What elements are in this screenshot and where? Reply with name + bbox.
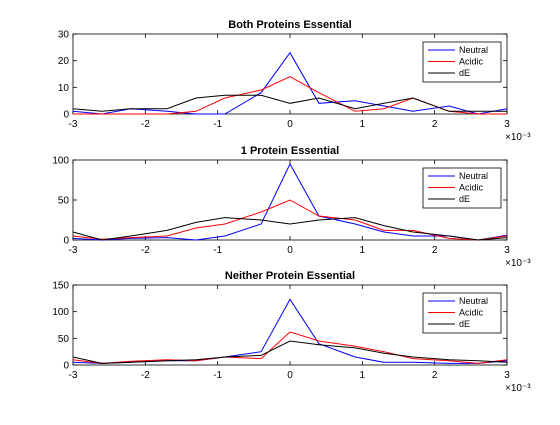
x-exponent-label: ×10⁻³ <box>505 132 531 143</box>
y-tick-label: 50 <box>58 196 70 207</box>
x-tick-label: 3 <box>504 370 510 381</box>
x-tick-label: 0 <box>287 245 293 256</box>
x-tick-label: 2 <box>432 119 438 130</box>
y-tick-label: 50 <box>58 334 70 345</box>
legend-label-neutral: Neutral <box>459 45 488 55</box>
x-tick-label: -3 <box>69 370 78 381</box>
y-tick-label: 20 <box>58 56 70 67</box>
legend-label-neutral: Neutral <box>459 171 488 181</box>
x-exponent-label: ×10⁻³ <box>505 383 531 394</box>
x-tick-label: -2 <box>141 245 150 256</box>
x-tick-label: -2 <box>141 370 150 381</box>
y-tick-label: 0 <box>63 361 69 372</box>
x-tick-label: -2 <box>141 119 150 130</box>
series-line-de <box>72 217 508 241</box>
x-tick-label: 3 <box>504 119 510 130</box>
legend-label-de: dE <box>459 194 470 204</box>
y-tick-label: 0 <box>63 110 69 121</box>
legend-label-de: dE <box>459 68 470 78</box>
chart-title: Neither Protein Essential <box>225 270 355 282</box>
legend-label-acidic: Acidic <box>459 183 484 193</box>
series-line-de <box>72 94 507 112</box>
y-tick-label: 150 <box>52 281 69 292</box>
chart-title: Both Proteins Essential <box>228 19 351 31</box>
series-line-acidic <box>72 199 508 241</box>
y-tick-label: 0 <box>63 236 69 247</box>
subplot-3: Neither Protein Essential -3 -2 -1 0 1 2 3 0 50 10… <box>52 270 531 394</box>
x-tick-label: 3 <box>504 245 510 256</box>
series-line-neutral <box>72 51 508 115</box>
series-line-de <box>72 340 508 364</box>
x-tick-label: -3 <box>69 245 78 256</box>
x-tick-label: 1 <box>360 119 366 130</box>
x-tick-label: 1 <box>360 370 366 381</box>
y-tick-label: 100 <box>52 307 69 318</box>
x-tick-label: 0 <box>287 119 293 130</box>
legend-label-acidic: Acidic <box>459 308 484 318</box>
series-line-acidic <box>72 331 508 364</box>
x-exponent-label: ×10⁻³ <box>505 258 531 269</box>
legend-label-de: dE <box>459 319 470 329</box>
x-tick-label: 2 <box>432 370 438 381</box>
x-tick-label: 0 <box>287 370 293 381</box>
legend-label-acidic: Acidic <box>459 57 484 67</box>
x-tick-label: -1 <box>213 245 222 256</box>
y-tick-label: 30 <box>58 30 70 41</box>
x-tick-label: -1 <box>213 119 222 130</box>
x-tick-label: -1 <box>213 370 222 381</box>
subplot-2: 1 Protein Essential -3 -2 -1 0 1 2 3 0 50 100 ×10⁻³… <box>52 145 531 269</box>
y-tick-label: 10 <box>58 83 70 94</box>
x-tick-label: 2 <box>432 245 438 256</box>
chart-title: 1 Protein Essential <box>241 145 339 157</box>
y-tick-label: 100 <box>52 156 69 167</box>
subplot-1: Both Proteins Essential-3 -2 -1 0 1 2 30102030… <box>58 19 531 143</box>
x-tick-label: -3 <box>69 119 78 130</box>
legend-label-neutral: Neutral <box>459 296 488 306</box>
x-tick-label: 1 <box>360 245 366 256</box>
